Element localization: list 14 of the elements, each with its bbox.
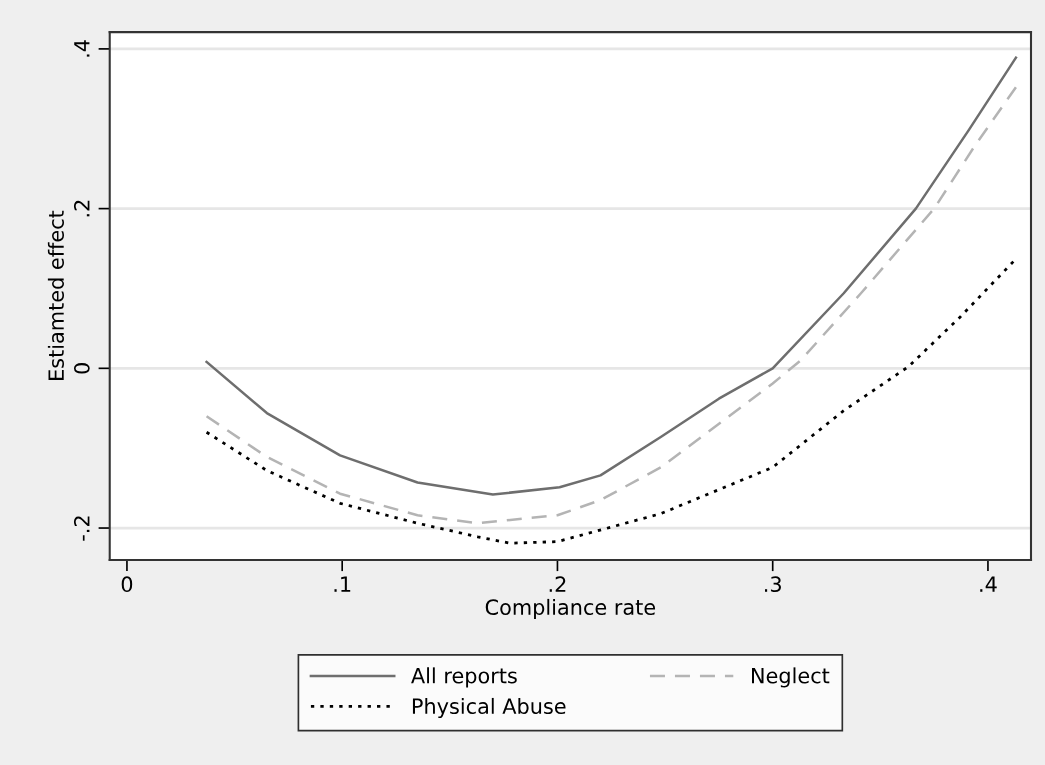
x-tick-label: .3	[764, 576, 781, 593]
x-tick-label: .2	[549, 576, 566, 592]
y-axis-title: Estiamted effect	[47, 210, 64, 380]
legend-label: Neglect	[752, 667, 830, 688]
legend-label: Physical Abuse	[412, 697, 566, 719]
y-tick-label: 0	[73, 363, 90, 374]
y-tick-label: .4	[74, 40, 90, 57]
x-axis-title: Compliance rate	[485, 598, 656, 620]
x-tick-label: .1	[334, 576, 351, 592]
legend-label: All reports	[411, 667, 517, 688]
y-tick-label: .2	[73, 200, 90, 217]
x-tick-label: 0	[121, 576, 133, 593]
x-tick-label: .4	[980, 576, 997, 592]
y-tick-label: -.2	[73, 516, 90, 541]
